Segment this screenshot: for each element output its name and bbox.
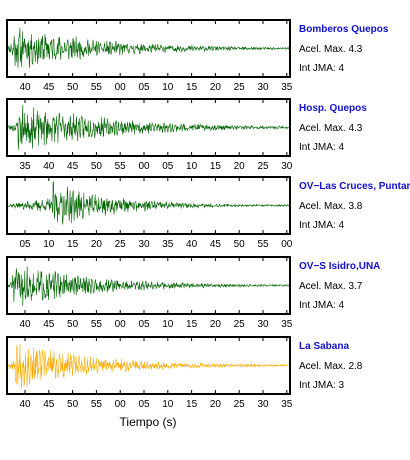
x-tick-label: 00	[115, 319, 127, 330]
x-tick-label: 35	[281, 82, 293, 93]
x-tick-label: 55	[91, 399, 103, 410]
x-tick-label: 50	[91, 161, 103, 172]
x-tick-label: 50	[67, 82, 79, 93]
x-tick-label: 40	[19, 82, 31, 93]
waveform-trace	[6, 343, 291, 389]
x-tick-label: 40	[186, 239, 198, 250]
panel-frame	[6, 176, 291, 235]
panel-1: 40 45 50 55 00 05 10 15 20 25 30 35 Bomberos Quepos A…	[6, 19, 389, 93]
x-axis-label: Tiempo (s)	[120, 415, 177, 429]
panel-frame	[6, 98, 291, 157]
x-tick-label: 45	[43, 399, 55, 410]
panel-5: 40 45 50 55 00 05 10 15 20 25 30 35 La Sabana Acel. M…	[6, 336, 363, 410]
int-jma-label: Int JMA: 4	[299, 220, 344, 231]
station-name: Hosp. Quepos	[299, 103, 367, 114]
x-tick-label: 55	[257, 239, 269, 250]
x-tick-label: 55	[91, 319, 103, 330]
x-tick-label: 30	[257, 399, 269, 410]
acel-max-label: Acel. Max. 4.3	[299, 44, 363, 55]
x-tick-label: 25	[257, 161, 269, 172]
acel-max-label: Acel. Max. 3.7	[299, 281, 363, 292]
panel-2: 35 40 45 50 55 00 05 10 15 20 25 30 Hosp. Quepos Acel…	[6, 98, 367, 172]
panel-frame	[6, 19, 291, 78]
int-jma-label: Int JMA: 4	[299, 142, 344, 153]
x-tick-label: 15	[186, 399, 198, 410]
x-tick-label: 05	[138, 319, 150, 330]
x-tick-label: 45	[210, 239, 222, 250]
x-tick-label: 30	[257, 82, 269, 93]
x-tick-label: 15	[210, 161, 222, 172]
x-tick-label: 35	[281, 319, 293, 330]
x-tick-label: 25	[234, 82, 246, 93]
x-tick-label: 55	[91, 82, 103, 93]
x-tick-label: 20	[210, 319, 222, 330]
x-tick-label: 30	[257, 319, 269, 330]
x-tick-label: 10	[162, 82, 174, 93]
station-name: Bomberos Quepos	[299, 24, 389, 35]
panel-frame	[6, 256, 291, 315]
acel-max-label: Acel. Max. 4.3	[299, 123, 363, 134]
panel-4: 40 45 50 55 00 05 10 15 20 25 30 35 OV−S Isidro,UNA A…	[6, 256, 380, 330]
int-jma-label: Int JMA: 4	[299, 300, 344, 311]
x-tick-label: 45	[43, 82, 55, 93]
x-tick-label: 40	[19, 399, 31, 410]
x-tick-label: 00	[115, 82, 127, 93]
waveform-trace	[6, 266, 291, 306]
x-tick-label: 30	[138, 239, 150, 250]
x-tick-label: 05	[138, 82, 150, 93]
x-tick-label: 20	[210, 82, 222, 93]
x-tick-label: 20	[91, 239, 103, 250]
panel-frame	[6, 336, 291, 395]
x-tick-label: 05	[162, 161, 174, 172]
x-tick-label: 05	[19, 239, 31, 250]
x-tick-label: 25	[234, 399, 246, 410]
x-tick-label: 40	[19, 319, 31, 330]
x-tick-label: 05	[138, 399, 150, 410]
x-tick-label: 30	[281, 161, 293, 172]
x-tick-label: 10	[162, 399, 174, 410]
panel-3: 05 10 15 20 25 30 35 40 45 50 55 00 OV−Las Cruces, P…	[6, 176, 410, 250]
waveform-trace	[6, 27, 291, 68]
x-tick-label: 35	[281, 399, 293, 410]
x-tick-label: 00	[281, 239, 293, 250]
x-tick-label: 55	[115, 161, 127, 172]
x-tick-label: 10	[186, 161, 198, 172]
x-tick-label: 00	[115, 399, 127, 410]
station-name: OV−S Isidro,UNA	[299, 261, 380, 272]
waveform-trace	[6, 181, 291, 225]
x-tick-label: 50	[234, 239, 246, 250]
panels-group: 40 45 50 55 00 05 10 15 20 25 30 35 Bomberos Quepos A…	[6, 19, 410, 410]
x-tick-label: 50	[67, 399, 79, 410]
x-tick-label: 25	[115, 239, 127, 250]
x-tick-label: 15	[67, 239, 79, 250]
acel-max-label: Acel. Max. 3.8	[299, 201, 363, 212]
x-tick-label: 40	[43, 161, 55, 172]
x-tick-label: 45	[67, 161, 79, 172]
station-name: OV−Las Cruces, Puntar	[299, 181, 410, 192]
x-tick-label: 00	[138, 161, 150, 172]
int-jma-label: Int JMA: 4	[299, 63, 344, 74]
waveform-trace	[6, 104, 291, 150]
x-tick-label: 10	[43, 239, 55, 250]
x-tick-label: 50	[67, 319, 79, 330]
x-tick-label: 15	[186, 82, 198, 93]
x-tick-label: 20	[210, 399, 222, 410]
x-tick-label: 15	[186, 319, 198, 330]
x-tick-label: 25	[234, 319, 246, 330]
x-tick-label: 35	[162, 239, 174, 250]
station-name: La Sabana	[299, 341, 349, 352]
int-jma-label: Int JMA: 3	[299, 380, 344, 391]
x-tick-label: 10	[162, 319, 174, 330]
x-tick-label: 45	[43, 319, 55, 330]
acel-max-label: Acel. Max. 2.8	[299, 361, 363, 372]
x-tick-label: 20	[234, 161, 246, 172]
x-tick-label: 35	[19, 161, 31, 172]
